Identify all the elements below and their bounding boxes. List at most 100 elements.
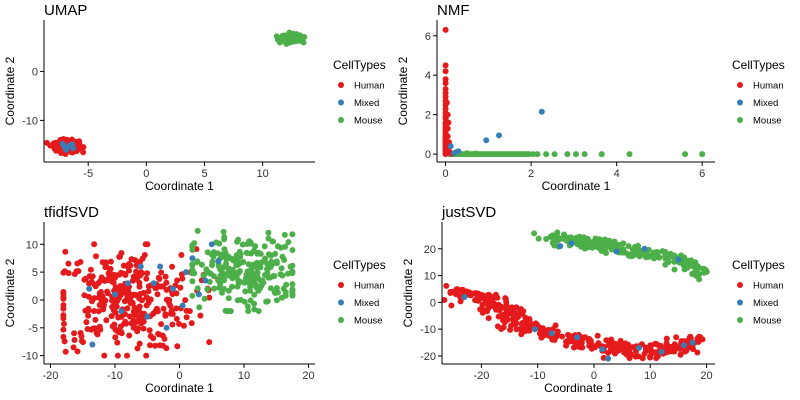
point-mouse — [682, 151, 689, 158]
point-human — [554, 328, 561, 335]
point-mouse — [267, 285, 274, 292]
point-mouse — [210, 249, 217, 256]
point-human — [158, 321, 165, 328]
point-human — [683, 347, 690, 354]
x-tick-label: -10 — [530, 370, 546, 382]
point-mouse — [248, 273, 255, 280]
point-human — [95, 308, 102, 315]
point-mouse — [551, 242, 558, 249]
point-mouse — [535, 235, 542, 242]
point-mouse — [587, 243, 594, 250]
point-mouse — [273, 33, 280, 40]
point-human — [179, 275, 186, 282]
point-human — [143, 275, 150, 282]
point-human — [178, 252, 185, 258]
x-tick-label: 0 — [591, 370, 597, 382]
point-human — [537, 326, 544, 333]
point-mouse — [273, 258, 280, 265]
point-human — [85, 307, 92, 314]
point-human — [443, 99, 450, 106]
point-human — [173, 315, 180, 322]
data-points — [44, 29, 308, 157]
point-human — [487, 302, 494, 308]
point-mouse — [236, 268, 243, 274]
point-human — [163, 279, 170, 286]
x-tick-label: 10 — [257, 168, 269, 180]
point-mouse — [598, 151, 605, 158]
point-human — [130, 324, 137, 331]
point-mouse — [281, 257, 288, 263]
point-mixed — [189, 255, 196, 262]
legend: CellTypes Human Mixed Mouse — [732, 58, 785, 127]
point-mixed — [636, 344, 642, 351]
point-mouse — [233, 252, 240, 259]
point-mouse — [662, 248, 669, 255]
point-human — [60, 305, 67, 312]
point-human — [166, 299, 172, 306]
point-mouse — [275, 243, 281, 250]
point-mixed — [538, 108, 545, 115]
point-human — [502, 295, 509, 302]
point-mouse — [662, 261, 669, 268]
legend-title: CellTypes — [333, 258, 386, 272]
point-mixed — [86, 285, 93, 292]
point-human — [566, 335, 573, 342]
point-human — [91, 308, 97, 314]
point-human — [91, 295, 98, 302]
point-human — [85, 312, 92, 319]
point-human — [625, 348, 632, 354]
legend-label-mixed: Mixed — [354, 298, 379, 309]
point-human — [158, 269, 165, 276]
point-mouse — [684, 264, 691, 271]
point-human — [475, 290, 482, 297]
point-mouse — [573, 151, 579, 158]
point-human — [61, 320, 67, 327]
point-human — [120, 285, 127, 292]
point-human — [140, 325, 147, 332]
legend-label-mouse: Mouse — [354, 116, 383, 127]
point-mixed — [613, 248, 620, 255]
point-mouse — [234, 238, 241, 245]
panel-title: justSVD — [441, 204, 496, 221]
point-mixed — [675, 256, 682, 263]
point-human — [441, 297, 448, 303]
point-human — [138, 320, 145, 327]
point-human — [118, 250, 125, 256]
point-human — [696, 333, 702, 340]
point-human — [694, 349, 701, 356]
point-mouse — [246, 268, 253, 274]
point-human — [60, 326, 67, 333]
point-human — [173, 305, 180, 312]
point-mouse — [261, 243, 268, 250]
point-mixed — [89, 341, 96, 348]
point-mouse — [244, 250, 251, 257]
data-points — [441, 229, 710, 362]
legend-key-human — [737, 282, 743, 288]
point-mouse — [662, 255, 669, 262]
point-human — [81, 276, 88, 283]
point-mouse — [239, 241, 246, 248]
point-mouse — [576, 233, 583, 240]
point-mouse — [206, 278, 213, 285]
point-mouse — [295, 35, 302, 42]
point-human — [133, 318, 140, 325]
point-mixed — [144, 313, 151, 320]
point-mouse — [281, 231, 288, 238]
point-mouse — [273, 297, 280, 304]
legend-label-human: Human — [354, 281, 385, 292]
point-mixed — [496, 132, 502, 139]
point-mixed — [157, 263, 164, 270]
point-mixed — [137, 263, 144, 270]
point-human — [600, 354, 607, 361]
point-human — [62, 248, 69, 255]
y-tick-label: 0 — [32, 295, 38, 307]
point-human — [114, 339, 121, 346]
x-tick-label: 0 — [442, 168, 448, 180]
point-human — [114, 352, 121, 359]
point-mixed — [531, 326, 538, 333]
point-mouse — [283, 36, 290, 43]
point-mixed — [658, 348, 665, 355]
point-human — [444, 133, 451, 140]
point-human — [71, 337, 78, 343]
point-human — [206, 294, 213, 301]
